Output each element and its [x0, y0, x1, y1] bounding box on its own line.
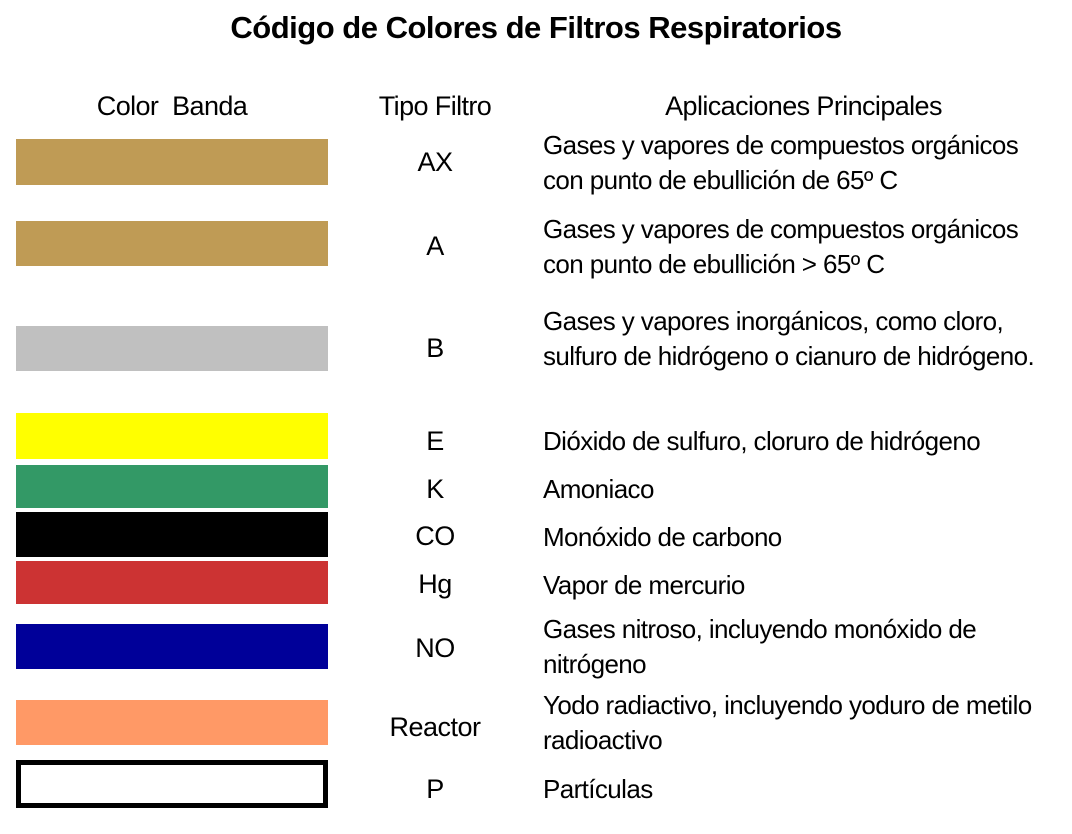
filter-application-text: Dióxido de sulfuro, cloruro de hidrógeno	[543, 426, 981, 456]
filter-application-text: Partículas	[543, 774, 653, 804]
color-band-swatch-outlined	[16, 760, 328, 808]
filter-type-label: P	[426, 774, 444, 804]
filter-application-text: Gases nitroso, incluyendo monóxido de ni…	[543, 614, 977, 679]
filter-application-text: Vapor de mercurio	[543, 570, 745, 600]
filter-application-text: Gases y vapores de compuestos orgánicos …	[543, 214, 1019, 279]
color-band-swatch	[16, 512, 328, 557]
color-band-swatch	[16, 624, 328, 669]
filter-type-label: K	[426, 474, 444, 504]
page-title: Código de Colores de Filtros Respiratori…	[230, 10, 842, 45]
filter-application-text: Yodo radiactivo, incluyendo yoduro de me…	[543, 690, 1032, 755]
header-filter-type: Tipo Filtro	[378, 91, 492, 121]
filter-application-text: Gases y vapores inorgánicos, como cloro,…	[543, 306, 1035, 371]
color-band-swatch	[16, 326, 328, 371]
filter-type-label: AX	[417, 147, 453, 177]
color-band-swatch	[16, 561, 328, 604]
filter-type-label: E	[426, 426, 444, 456]
filter-application-text: Amoniaco	[543, 474, 654, 504]
color-band-swatch	[16, 139, 328, 185]
color-band-swatch	[16, 413, 328, 459]
color-band-swatch	[16, 700, 328, 745]
color-band-swatch	[16, 221, 328, 266]
filter-application-text: Gases y vapores de compuestos orgánicos …	[543, 130, 1019, 195]
color-band-swatch	[16, 465, 328, 508]
filter-type-label: NO	[415, 633, 455, 663]
header-color-band: Color Banda	[96, 91, 248, 121]
filter-type-label: A	[426, 231, 444, 261]
filter-type-label: B	[426, 333, 444, 363]
filter-application-text: Monóxido de carbono	[543, 522, 782, 552]
filter-type-label: Reactor	[389, 712, 481, 742]
filter-type-label: Hg	[418, 569, 452, 599]
filter-type-label: CO	[415, 521, 455, 551]
header-applications: Aplicaciones Principales	[665, 91, 942, 121]
